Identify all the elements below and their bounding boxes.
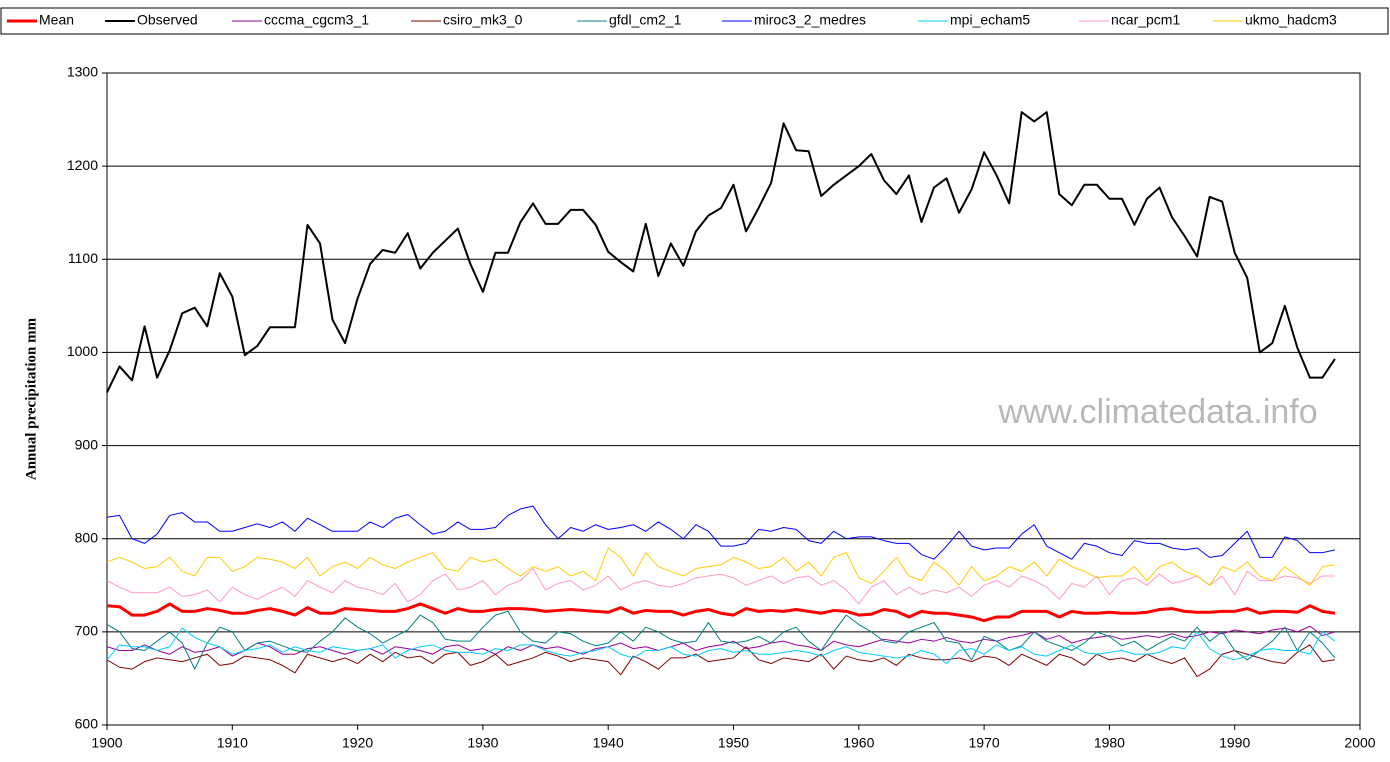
y-tick-label: 700 [75, 623, 99, 639]
y-tick-label: 1000 [67, 343, 98, 359]
x-tick-label: 1900 [91, 735, 122, 751]
watermark-bg [957, 390, 1357, 438]
legend-label: ncar_pcm1 [1111, 12, 1180, 28]
y-tick-label: 600 [75, 716, 99, 732]
x-tick-label: 1960 [843, 735, 874, 751]
x-tick-label: 1980 [1094, 735, 1125, 751]
x-tick-label: 1930 [467, 735, 498, 751]
legend-label: miroc3_2_medres [754, 12, 866, 28]
x-tick-label: 1910 [217, 735, 248, 751]
y-axis-label: Annual precipitation mm [23, 317, 39, 480]
x-tick-label: 1990 [1219, 735, 1250, 751]
series-line [106, 602, 1336, 623]
legend-label: csiro_mk3_0 [443, 12, 523, 28]
legend-label: Observed [137, 12, 198, 28]
series-line [106, 547, 1336, 586]
series-line [106, 568, 1335, 605]
y-tick-label: 1300 [67, 64, 98, 80]
series-line [106, 610, 1336, 670]
series-line [106, 505, 1336, 560]
x-tick-label: 1950 [718, 735, 749, 751]
legend-label: gfdl_cm2_1 [609, 12, 682, 28]
x-tick-label: 1940 [593, 735, 624, 751]
y-tick-label: 1200 [67, 157, 98, 173]
y-tick-label: 900 [75, 436, 99, 452]
series-line [106, 627, 1336, 665]
legend-label: cccma_cgcm3_1 [264, 12, 369, 28]
x-tick-label: 1920 [342, 735, 373, 751]
series-line [106, 111, 1336, 393]
series-line [106, 644, 1336, 678]
y-tick-label: 1100 [68, 250, 98, 266]
watermark: www.climatedata.info [997, 393, 1317, 431]
x-tick-label: 1970 [969, 735, 1000, 751]
x-tick-label: 2000 [1344, 735, 1375, 751]
y-tick-label: 800 [75, 529, 99, 545]
legend-label: Mean [39, 12, 74, 28]
legend-label: mpi_echam5 [950, 12, 1030, 28]
legend-label: ukmo_hadcm3 [1245, 12, 1337, 28]
